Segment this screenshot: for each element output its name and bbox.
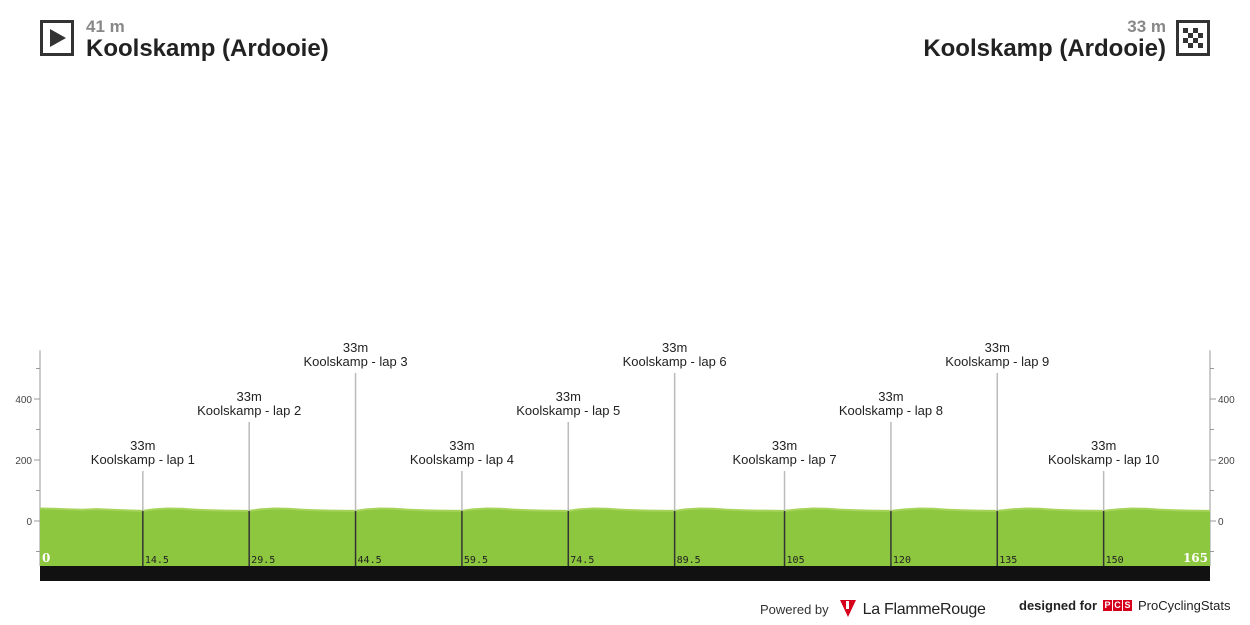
waypoint-name: Koolskamp - lap 9 [945,354,1049,369]
elevation-line [39,507,1211,512]
elevation-area [40,508,1210,566]
waypoint-name: Koolskamp - lap 5 [516,403,620,418]
designed-for-credit: designed for P C S ProCyclingStats [1019,598,1231,613]
km-label: 120 [893,555,911,566]
finish-header: 33 m Koolskamp (Ardooie) [923,18,1210,62]
start-location: Koolskamp (Ardooie) [86,35,329,62]
waypoint-name: Koolskamp - lap 2 [197,403,301,418]
km-label: 14.5 [145,555,169,566]
km-label: 105 [787,555,805,566]
waypoint-elevation: 33m [449,438,474,453]
y-tick-label-right: 400 [1218,395,1235,406]
waypoint-elevation: 33m [662,340,687,355]
powered-by-label: Powered by [760,602,829,617]
km-label: 74.5 [570,555,594,566]
km-label: 29.5 [251,555,275,566]
play-flag-icon [40,20,74,56]
start-elevation: 41 m [86,17,125,36]
waypoint-name: Koolskamp - lap 6 [623,354,727,369]
pcs-letter: P [1103,600,1113,611]
pcs-logo-icon: P C S [1103,600,1133,611]
waypoint-elevation: 33m [130,438,155,453]
designed-for-label: designed for [1019,598,1098,613]
waypoint-elevation: 33m [343,340,368,355]
y-tick-label-left: 0 [26,517,32,528]
pcs-letter: C [1113,600,1123,611]
waypoint-name: Koolskamp - lap 1 [91,452,195,467]
km-label-start: 0 [42,551,50,565]
waypoint-elevation: 33m [878,389,903,404]
waypoint-name: Koolskamp - lap 3 [304,354,408,369]
pcs-letter: S [1123,600,1133,611]
waypoint-elevation: 33m [985,340,1010,355]
waypoint-name: Koolskamp - lap 10 [1048,452,1159,467]
finish-location: Koolskamp (Ardooie) [923,35,1166,62]
y-tick-label-right: 0 [1218,517,1224,528]
powered-by-credit: Powered by La FlammeRouge [760,598,986,621]
checkered-flag-icon [1176,20,1210,56]
km-label: 150 [1106,555,1124,566]
waypoint-name: Koolskamp - lap 4 [410,452,514,467]
procyclingstats-brand[interactable]: ProCyclingStats [1138,598,1231,613]
waypoint-elevation: 33m [1091,438,1116,453]
flamme-rouge-logo-icon [839,598,857,621]
start-header: 41 m Koolskamp (Ardooie) [40,18,329,62]
finish-elevation: 33 m [1127,17,1166,36]
km-label: 135 [999,555,1017,566]
waypoint-elevation: 33m [556,389,581,404]
y-tick-label-left: 200 [15,456,32,467]
km-label: 59.5 [464,555,488,566]
waypoint-elevation: 33m [772,438,797,453]
km-label: 44.5 [358,555,382,566]
km-label-end: 165 [1183,551,1208,565]
waypoint-elevation: 33m [237,389,262,404]
y-tick-label-left: 400 [15,395,32,406]
distance-bar [40,566,1210,581]
flamme-rouge-brand[interactable]: La FlammeRouge [862,600,986,618]
waypoint-name: Koolskamp - lap 7 [733,452,837,467]
y-tick-label-right: 200 [1218,456,1235,467]
waypoint-name: Koolskamp - lap 8 [839,403,943,418]
km-label: 89.5 [677,555,701,566]
